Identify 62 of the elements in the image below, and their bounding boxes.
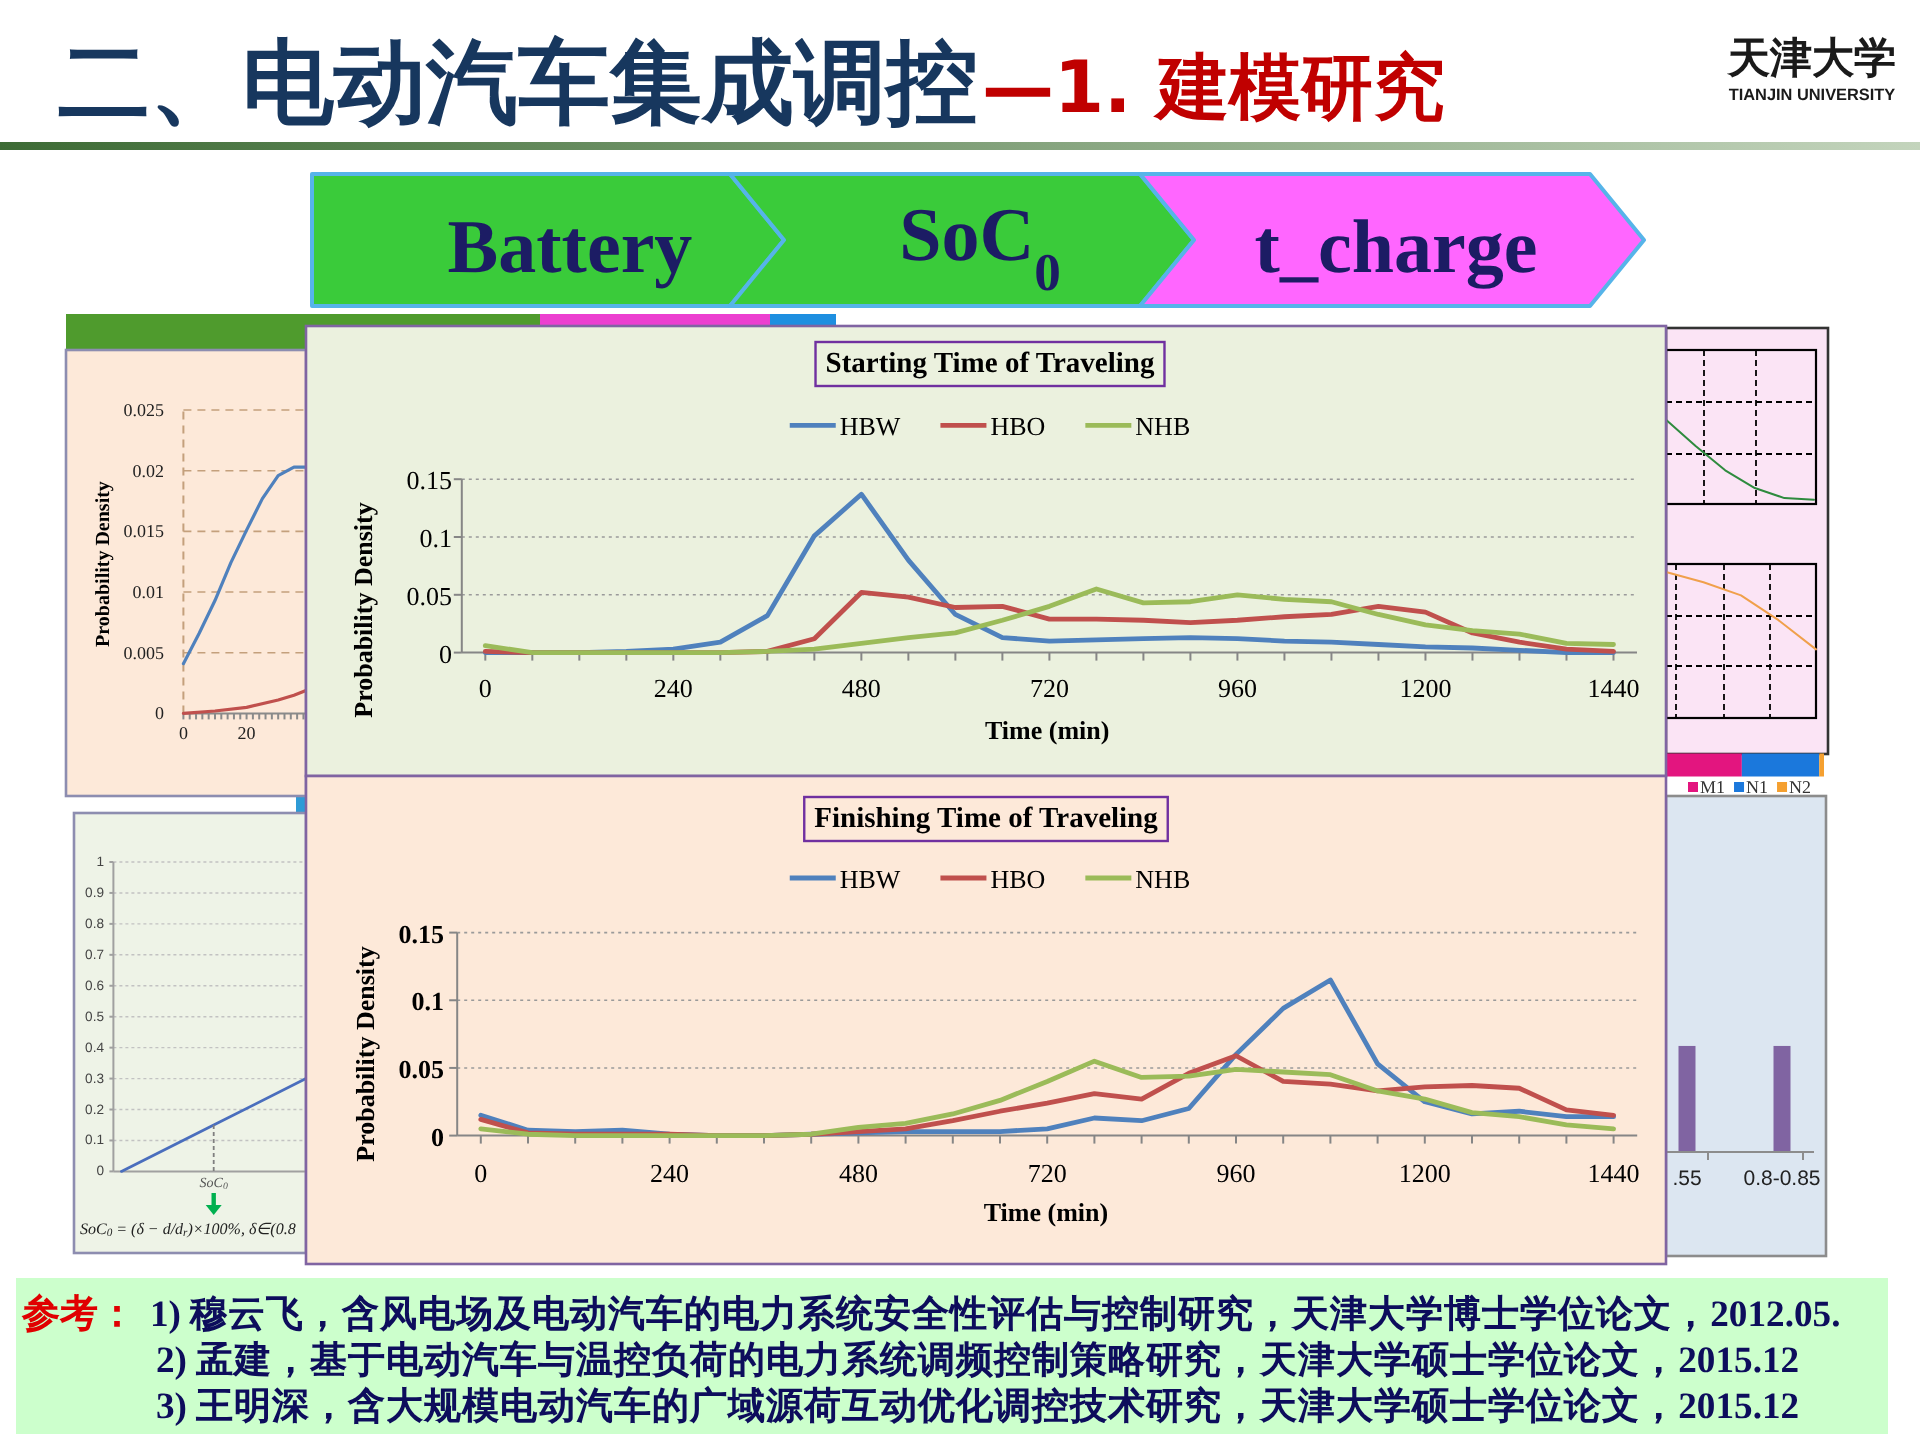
- y-tick-label: 0.005: [123, 642, 165, 663]
- x-tick-label: 1200: [1398, 1157, 1451, 1187]
- x-tick-label: 1440: [1587, 672, 1640, 703]
- legend-label: N1: [1746, 777, 1769, 797]
- y-tick-label: 0: [439, 637, 452, 668]
- y-axis-title: Probability Density: [92, 481, 115, 647]
- text: 天津大学: [1726, 34, 1896, 82]
- y-tick-label: 0.02: [132, 460, 164, 481]
- y-tick-label: 0.1: [411, 985, 444, 1016]
- legend-label: M1: [1700, 777, 1726, 797]
- text: 二、电动汽车集成调控: [58, 28, 978, 136]
- y-tick-label: 0.05: [406, 579, 452, 610]
- legend-label: NHB: [1135, 410, 1191, 441]
- legend-label: N2: [1789, 777, 1812, 797]
- y-axis-title: Probability Density: [347, 501, 377, 718]
- x-tick-label: 0: [478, 672, 492, 703]
- y-tick-label: 0: [431, 1120, 444, 1151]
- legend-label: HBO: [990, 410, 1046, 441]
- y-tick-label: 0.15: [398, 917, 445, 948]
- x-tick-label: 1440: [1587, 1157, 1640, 1187]
- x-tick-label: 240: [653, 672, 693, 703]
- text: 1) 穆云飞，含风电场及电动汽车的电力系统安全性评估与控制研究，天津大学博士学位论文，2012.05.: [150, 1292, 1841, 1336]
- x-tick-label: 240: [650, 1157, 690, 1187]
- chart-title: Finishing Time of Traveling: [814, 803, 1160, 835]
- x-tick-label: 480: [838, 1157, 878, 1187]
- text: 3) 王明深，含大规模电动汽车的广域源荷互动优化调控技术研究，天津大学硕士学位论文，2015.12: [156, 1384, 1800, 1428]
- text: SoC$_{0}$: [899, 194, 1061, 302]
- legend-label: HBW: [839, 410, 902, 441]
- legend-label: NHB: [1135, 863, 1191, 893]
- text: TIANJIN UNIVERSITY: [1728, 86, 1897, 104]
- chart-title: Starting Time of Traveling: [825, 348, 1156, 380]
- x-tick-label: 0: [474, 1157, 488, 1187]
- line-series: [482, 491, 1616, 655]
- y-tick-label: 0.015: [123, 521, 165, 542]
- x-tick-label: 480: [841, 672, 881, 703]
- y-tick-label: 0: [155, 703, 165, 724]
- y-tick-label: 0.01: [132, 582, 164, 603]
- y-tick-label: 0.05: [398, 1052, 445, 1083]
- x-tick-label: 720: [1029, 672, 1069, 703]
- x-tick-label: .55: [1672, 1167, 1702, 1191]
- y-tick-label: 0.025: [123, 400, 165, 420]
- text: 参考：: [20, 1292, 136, 1336]
- text: SoC$_{0}$ = (δ − d/d$_{r}$)×100%, δ∈(0.8: [80, 1219, 296, 1240]
- line-series: [181, 688, 309, 715]
- legend-label: HBW: [839, 863, 902, 893]
- x-tick-label: 20: [237, 723, 257, 744]
- text: —1. 建模研究: [982, 48, 1445, 130]
- x-tick-label: 960: [1216, 1157, 1256, 1187]
- text: 2) 孟建，基于电动汽车与温控负荷的电力系统调频控制策略研究，天津大学硕士学位论文，2015.12: [156, 1338, 1800, 1382]
- y-tick-label: 0.1: [419, 522, 452, 552]
- x-tick-label: 960: [1217, 672, 1257, 703]
- x-axis-title: Time (min): [983, 1196, 1109, 1226]
- text: Battery: [447, 206, 693, 290]
- text: t_charge: [1254, 206, 1538, 290]
- x-tick-label: 720: [1027, 1157, 1067, 1187]
- y-axis-title: Probability Density: [349, 945, 379, 1162]
- x-tick-label: 0.8-0.85: [1743, 1167, 1821, 1191]
- x-tick-label: 1200: [1399, 672, 1452, 703]
- y-tick-label: 0.15: [406, 464, 452, 495]
- line-series: [181, 465, 309, 666]
- x-axis-title: Time (min): [984, 714, 1110, 744]
- legend-label: HBO: [990, 863, 1046, 893]
